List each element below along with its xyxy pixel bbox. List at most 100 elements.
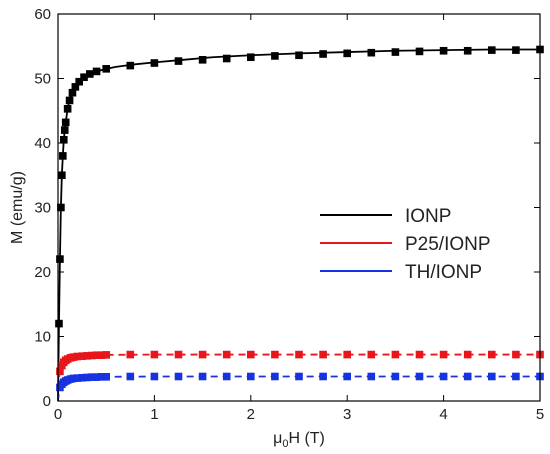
data-point (87, 373, 96, 381)
data-point (367, 48, 376, 57)
data-point (73, 374, 82, 382)
data-point (488, 350, 496, 359)
x-tick-label: 0 (54, 406, 62, 423)
data-point (83, 352, 91, 360)
data-point (391, 48, 400, 56)
data-point (126, 350, 135, 359)
legend-label: IONP (405, 206, 451, 227)
data-point (295, 350, 303, 359)
data-point (343, 372, 351, 381)
data-point (126, 372, 135, 381)
data-point (97, 351, 106, 360)
data-point (78, 373, 86, 382)
data-point (150, 372, 159, 381)
data-point (56, 255, 64, 263)
data-point (86, 70, 94, 78)
data-point (198, 55, 207, 64)
x-tick-label: 2 (247, 406, 255, 423)
y-tick-label: 0 (43, 393, 51, 410)
data-point (463, 372, 472, 381)
legend: IONP P25/IONP TH/IONP (320, 206, 491, 283)
data-point (174, 350, 183, 359)
data-point (80, 73, 88, 82)
data-point (102, 351, 110, 359)
data-point (488, 46, 496, 54)
data-point (439, 350, 448, 359)
legend-label: TH/IONP (405, 262, 482, 283)
data-point (65, 96, 74, 105)
data-point (247, 53, 255, 62)
x-tick-label: 3 (343, 406, 351, 423)
data-point (415, 47, 424, 56)
data-point (247, 350, 255, 359)
data-point (319, 350, 327, 359)
data-point (295, 51, 303, 60)
data-point (439, 46, 448, 55)
data-point (87, 351, 96, 360)
data-point (367, 372, 376, 381)
data-point (78, 352, 86, 360)
y-tick-label: 40 (34, 135, 51, 152)
data-point (83, 373, 91, 382)
data-point (198, 350, 207, 359)
data-point (319, 50, 327, 58)
series-layer (55, 45, 544, 402)
data-point (391, 372, 400, 381)
data-point (343, 49, 351, 58)
data-point (512, 372, 520, 381)
data-point (69, 353, 78, 361)
data-point (512, 350, 520, 359)
data-point (59, 152, 67, 160)
data-point (415, 372, 424, 381)
data-point (463, 46, 472, 55)
x-axis-title: μ0H (T) (273, 430, 325, 450)
data-point (488, 372, 496, 381)
data-point (271, 350, 279, 359)
data-point (58, 171, 66, 180)
data-point (56, 367, 64, 376)
series-2 (56, 350, 544, 402)
data-point (68, 88, 77, 97)
data-point (198, 372, 207, 381)
data-point (55, 319, 63, 328)
data-point (463, 350, 472, 359)
legend-label: P25/IONP (405, 234, 491, 255)
data-point (92, 373, 101, 381)
data-point (75, 77, 84, 86)
data-point (92, 351, 101, 360)
data-point (63, 105, 72, 113)
data-point (174, 372, 183, 381)
data-point (391, 350, 400, 359)
x-tick-label: 5 (536, 406, 544, 423)
data-point (102, 65, 110, 73)
data-point (319, 372, 327, 381)
data-point (60, 126, 69, 134)
data-point (92, 67, 101, 76)
data-point (512, 46, 520, 54)
plot-frame (57, 13, 541, 402)
y-tick-label: 10 (34, 329, 51, 346)
series-line (57, 48, 540, 402)
data-point (102, 373, 110, 381)
data-point (150, 350, 159, 359)
data-point (271, 372, 279, 381)
x-axis-title-subscript: 0 (282, 438, 288, 450)
data-point (150, 59, 159, 67)
data-point (71, 83, 80, 91)
y-tick-label: 20 (34, 264, 51, 281)
data-point (271, 52, 279, 60)
data-point (222, 372, 231, 381)
data-point (343, 350, 351, 359)
x-axis-title-mu: μ (273, 430, 282, 447)
data-point (97, 373, 106, 381)
data-point (247, 372, 255, 381)
x-axis-title-rest: H (T) (288, 430, 324, 447)
data-point (73, 352, 82, 361)
y-axis-title: M (emu/g) (9, 171, 26, 244)
data-point (59, 135, 68, 144)
data-point (367, 350, 376, 359)
y-tick-label: 30 (34, 200, 51, 217)
data-point (61, 118, 70, 127)
